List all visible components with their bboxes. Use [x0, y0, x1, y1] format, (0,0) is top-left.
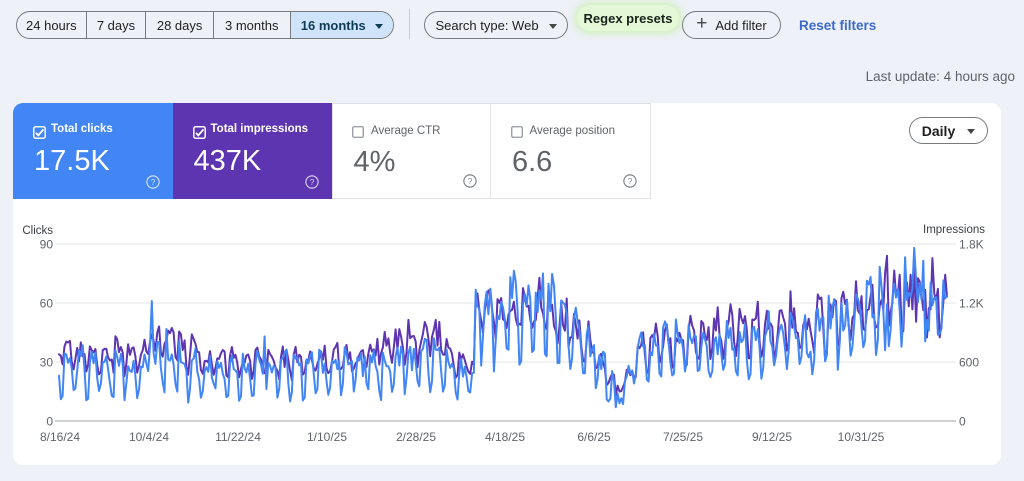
- svg-text:9/12/25: 9/12/25: [752, 430, 792, 444]
- svg-text:Impressions: Impressions: [923, 224, 985, 236]
- svg-text:4/18/25: 4/18/25: [485, 430, 525, 444]
- svg-text:1.2K: 1.2K: [959, 297, 984, 311]
- svg-text:7/25/25: 7/25/25: [663, 430, 703, 444]
- svg-text:10/4/24: 10/4/24: [129, 430, 169, 444]
- svg-text:?: ?: [309, 178, 314, 187]
- svg-text:10/31/25: 10/31/25: [838, 430, 885, 444]
- svg-text:8/16/24: 8/16/24: [40, 430, 80, 444]
- svg-text:1/10/25: 1/10/25: [307, 430, 347, 444]
- svg-text:?: ?: [627, 177, 632, 186]
- svg-text:?: ?: [468, 177, 473, 186]
- svg-text:1.8K: 1.8K: [959, 238, 984, 252]
- svg-text:0: 0: [959, 415, 966, 429]
- svg-text:Clicks: Clicks: [22, 225, 53, 237]
- svg-text:11/22/24: 11/22/24: [215, 430, 261, 444]
- svg-text:90: 90: [40, 238, 54, 252]
- svg-text:0: 0: [46, 415, 53, 429]
- svg-text:30: 30: [40, 356, 54, 370]
- svg-text:60: 60: [40, 297, 54, 311]
- svg-text:600: 600: [959, 356, 979, 370]
- svg-text:2/28/25: 2/28/25: [396, 430, 436, 444]
- svg-text:6/6/25: 6/6/25: [577, 430, 611, 444]
- svg-text:?: ?: [150, 178, 155, 187]
